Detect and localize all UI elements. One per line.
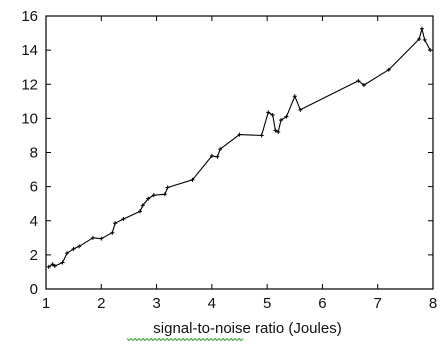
y-tick-label: 4 bbox=[30, 213, 38, 230]
data-point bbox=[237, 132, 242, 137]
data-point bbox=[140, 203, 145, 208]
x-axis-ticks bbox=[45, 16, 434, 289]
x-tick-label: 5 bbox=[263, 295, 271, 312]
data-point bbox=[77, 244, 82, 249]
x-tick-label: 3 bbox=[152, 295, 160, 312]
data-point bbox=[284, 114, 289, 119]
x-tick-label: 8 bbox=[429, 295, 437, 312]
x-tick-label: 7 bbox=[374, 295, 382, 312]
x-tick-label: 4 bbox=[208, 295, 216, 312]
data-point bbox=[276, 130, 281, 135]
data-point bbox=[110, 230, 115, 235]
y-axis-tick-labels: 0 2 4 6 8 10 12 14 16 bbox=[21, 8, 38, 298]
data-point bbox=[419, 26, 424, 31]
data-point bbox=[50, 262, 55, 267]
data-point bbox=[165, 185, 170, 190]
data-point bbox=[52, 263, 57, 268]
plot-area-frame bbox=[45, 15, 434, 290]
data-point bbox=[90, 235, 95, 240]
data-point bbox=[292, 94, 297, 99]
data-point bbox=[99, 236, 104, 241]
data-point bbox=[209, 153, 214, 158]
data-point bbox=[417, 37, 422, 42]
data-point bbox=[151, 193, 156, 198]
data-point bbox=[270, 112, 275, 117]
data-point bbox=[46, 264, 51, 269]
x-axis-title: signal-to-noise ratio (Joules) bbox=[153, 320, 341, 337]
data-point bbox=[361, 83, 366, 88]
data-point bbox=[60, 260, 65, 265]
data-point bbox=[71, 246, 76, 251]
data-point bbox=[137, 209, 142, 214]
x-tick-label: 2 bbox=[97, 295, 105, 312]
data-series bbox=[46, 26, 433, 269]
y-tick-label: 12 bbox=[21, 76, 38, 93]
x-axis-tick-labels: 1 2 3 4 5 6 7 8 bbox=[42, 295, 437, 312]
data-point bbox=[121, 217, 126, 222]
data-point bbox=[218, 147, 223, 152]
data-point bbox=[190, 177, 195, 182]
x-tick-label: 1 bbox=[42, 295, 50, 312]
data-point bbox=[113, 221, 118, 226]
y-tick-label: 14 bbox=[21, 42, 38, 59]
data-point bbox=[273, 128, 278, 133]
x-tick-label: 6 bbox=[318, 295, 326, 312]
data-point bbox=[356, 78, 361, 83]
data-point bbox=[162, 192, 167, 197]
data-point bbox=[266, 110, 271, 115]
data-point bbox=[146, 196, 151, 201]
y-tick-label: 2 bbox=[30, 247, 38, 264]
data-point bbox=[278, 118, 283, 123]
series-line bbox=[48, 28, 431, 268]
y-tick-label: 0 bbox=[30, 281, 38, 298]
data-point bbox=[259, 133, 264, 138]
data-point bbox=[298, 107, 303, 112]
y-tick-label: 16 bbox=[21, 8, 38, 25]
data-point bbox=[215, 154, 220, 159]
data-point bbox=[422, 37, 427, 42]
data-point bbox=[428, 48, 433, 53]
y-tick-label: 10 bbox=[21, 110, 38, 127]
spellcheck-underline bbox=[126, 337, 244, 342]
data-point bbox=[65, 251, 70, 256]
y-tick-label: 8 bbox=[30, 145, 38, 162]
y-axis-ticks bbox=[46, 15, 433, 290]
data-point bbox=[386, 67, 391, 72]
y-tick-label: 6 bbox=[30, 179, 38, 196]
axes-frame bbox=[45, 15, 434, 290]
